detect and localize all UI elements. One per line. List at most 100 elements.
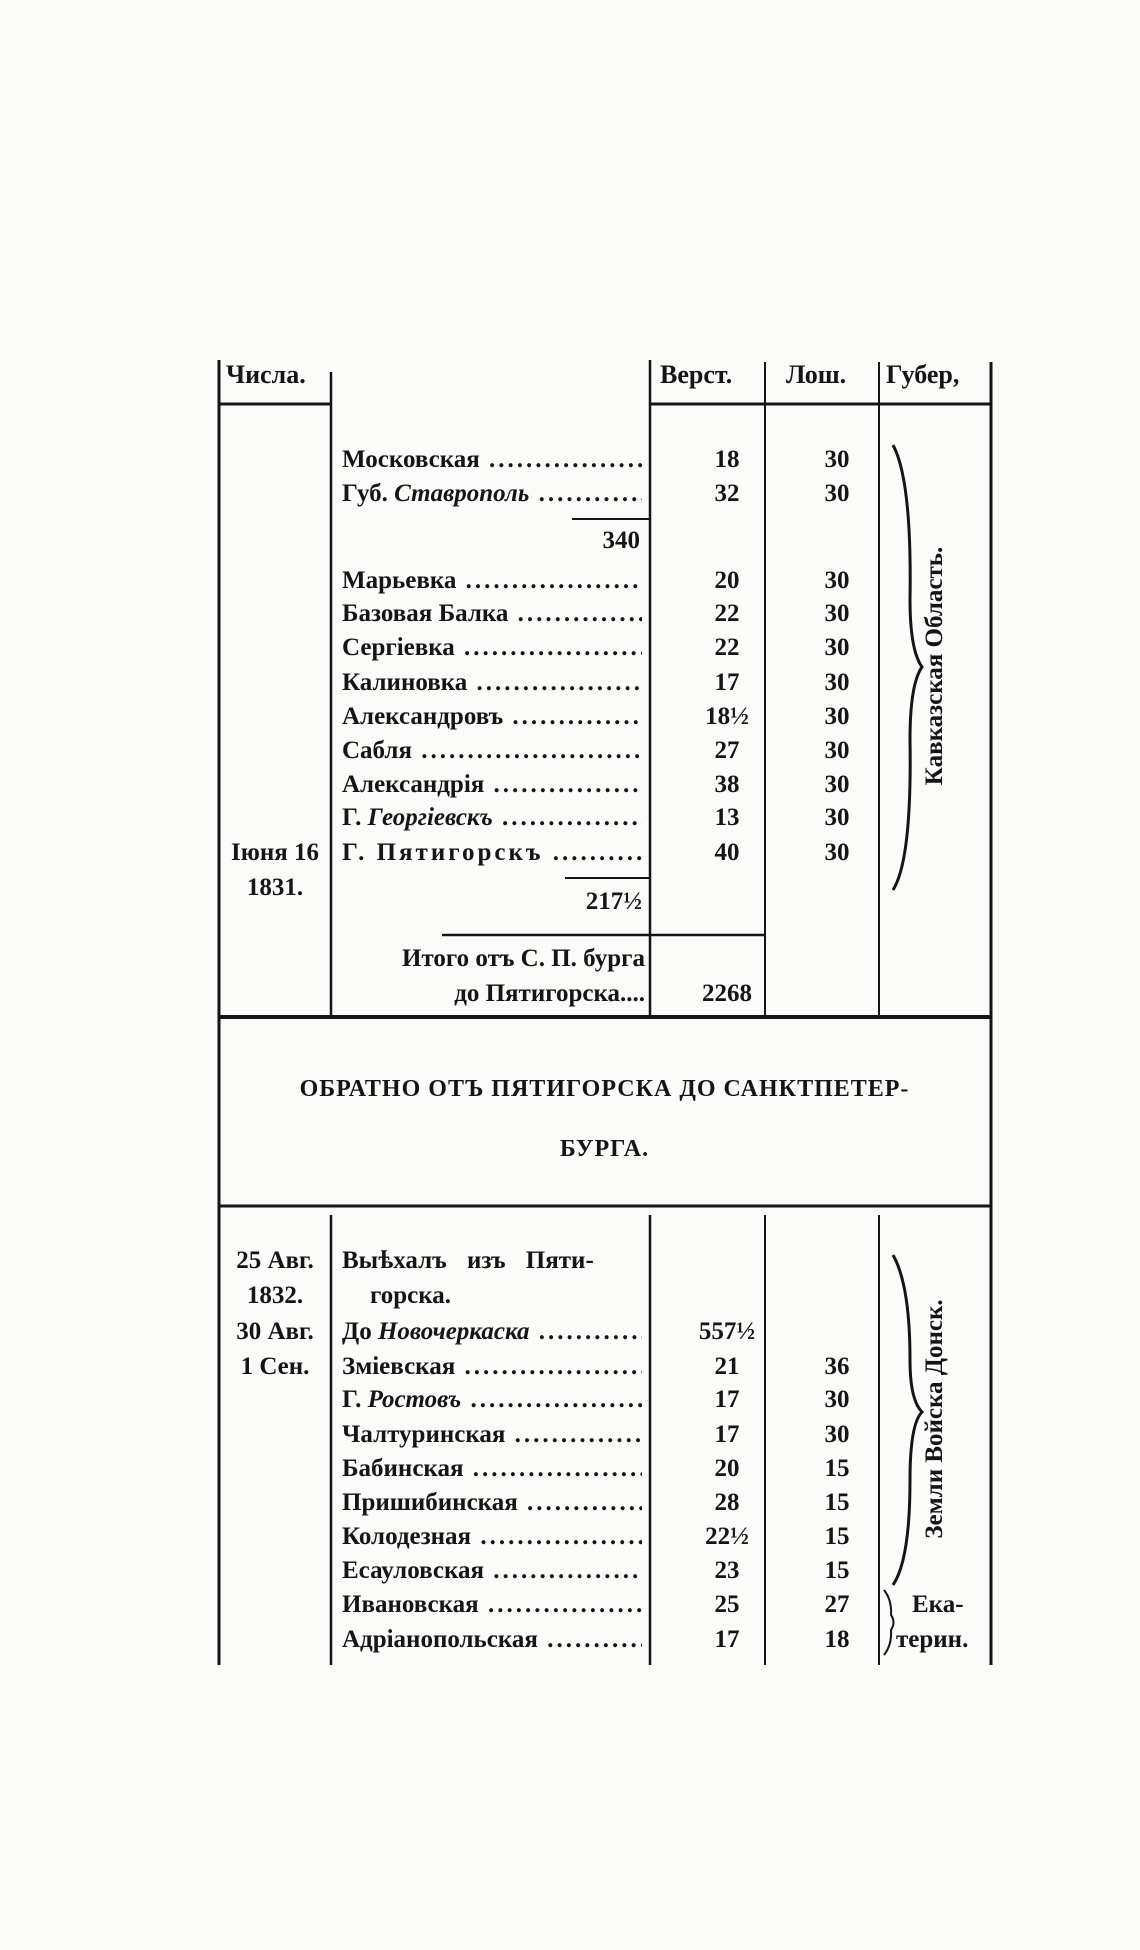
horses-value: 15 <box>824 1523 850 1550</box>
versts-value: 22 <box>714 634 740 661</box>
versts-value: 20 <box>714 567 740 594</box>
leader-dots: .................................. <box>514 1421 642 1448</box>
station-name: До Новочеркаска ........................… <box>342 1317 642 1347</box>
versts-value: 23 <box>714 1557 740 1584</box>
leader-dots: .................................. <box>465 567 642 594</box>
date-aug30: 30 Авг. <box>236 1318 314 1345</box>
station-name-italic: Новочеркаска <box>377 1318 530 1345</box>
versts-value: 38 <box>714 771 740 798</box>
leader-dots: .................................. <box>547 1626 642 1653</box>
total-versts: 2268 <box>702 980 752 1007</box>
horses-value: 30 <box>824 804 850 831</box>
return-heading-line1: ОБРАТНО ОТЪ ПЯТИГОРСКА ДО САНКТПЕТЕР- <box>299 1076 910 1102</box>
header-horses: Лош. <box>786 360 847 389</box>
horses-value: 30 <box>824 839 850 866</box>
station-name: Калиновка ..............................… <box>342 668 642 698</box>
leader-dots: .................................. <box>526 1489 642 1516</box>
station-name-text: Г. <box>342 804 368 831</box>
station-name: Ивановская .............................… <box>342 1590 642 1620</box>
station-name: Г. Ростовъ .............................… <box>342 1385 642 1415</box>
leader-dots: .................................. <box>470 1386 642 1413</box>
station-name-text: Московская <box>342 446 480 473</box>
station-name-text: Калиновка <box>342 669 468 696</box>
province-kavkaz: Кавказская Область. <box>921 546 948 786</box>
horses-value: 30 <box>824 737 850 764</box>
subtotal-340: 340 <box>602 527 641 554</box>
station-name: Есауловская ............................… <box>342 1556 642 1586</box>
station-name: Адріанопольская ........................… <box>342 1625 642 1655</box>
leader-dots: .................................. <box>472 1455 642 1482</box>
versts-value: 22 <box>714 600 740 627</box>
station-name-text: Есауловская <box>342 1557 485 1584</box>
versts-value: 40 <box>714 839 740 866</box>
brace-don <box>891 1254 925 1586</box>
leader-dots: .................................. <box>480 1523 642 1550</box>
horses-value: 30 <box>824 1421 850 1448</box>
station-name-text: Марьевка <box>342 567 457 594</box>
station-name-text: Губ. <box>342 480 395 507</box>
versts-value: 22½ <box>705 1523 749 1550</box>
station-name: Базовая Балка ..........................… <box>342 599 642 629</box>
province-don: Земли Войска Донск. <box>921 1299 948 1539</box>
province-ekaterin-1: Ека- <box>912 1591 964 1618</box>
station-name-text: Г. <box>342 1386 368 1413</box>
station-name: Г. Пятигорскъ ..........................… <box>342 838 642 868</box>
station-name-italic: Георгіевскъ <box>367 804 493 831</box>
departure-line2: горска. <box>370 1282 452 1309</box>
horses-value: 30 <box>824 634 850 661</box>
versts-value: 32 <box>714 480 740 507</box>
horses-value: 30 <box>824 771 850 798</box>
leader-dots: .................................. <box>493 1557 642 1584</box>
station-name-text: Пришибинская <box>342 1489 518 1516</box>
leader-dots: .................................. <box>464 634 642 661</box>
leader-dots: .................................. <box>512 703 642 730</box>
versts-value: 17 <box>714 1421 740 1448</box>
leader-dots: .................................. <box>464 1353 642 1380</box>
leader-dots: .................................. <box>489 446 642 473</box>
province-ekaterin-2: терин. <box>896 1626 969 1653</box>
versts-value: 27 <box>714 737 740 764</box>
horses-value: 30 <box>824 600 850 627</box>
versts-value: 18 <box>714 446 740 473</box>
station-name-text: Александровъ <box>342 703 504 730</box>
station-name: Сергіевка ..............................… <box>342 633 642 663</box>
horses-value: 18 <box>824 1626 850 1653</box>
station-name: Марьевка ...............................… <box>342 566 642 596</box>
station-name-text: Зміевская <box>342 1353 456 1380</box>
departure-line1: Выѣхалъ изъ Пяти- <box>342 1247 594 1274</box>
station-name: Московская .............................… <box>342 445 642 475</box>
leader-dots: .................................. <box>552 839 642 866</box>
station-name-italic: Ставрополь <box>394 480 530 507</box>
versts-value: 13 <box>714 804 740 831</box>
station-name-text: Адріанопольская <box>342 1626 538 1653</box>
horses-value: 30 <box>824 480 850 507</box>
station-name-text: Бабинская <box>342 1455 464 1482</box>
leader-dots: .................................. <box>517 600 642 627</box>
versts-value: 28 <box>714 1489 740 1516</box>
station-name: Зміевская ..............................… <box>342 1352 642 1382</box>
horses-value: 15 <box>824 1489 850 1516</box>
station-name: Г. Георгіевскъ .........................… <box>342 803 642 833</box>
leader-dots: .................................. <box>538 480 642 507</box>
leader-dots: .................................. <box>502 804 642 831</box>
versts-value: 17 <box>714 1386 740 1413</box>
versts-value: 21 <box>714 1353 740 1380</box>
date-1831: 1831. <box>246 874 304 901</box>
station-name-text: Колодезная <box>342 1523 472 1550</box>
total-line2: до Пятигорска.... <box>454 980 645 1007</box>
versts-value: 17 <box>714 1626 740 1653</box>
horses-value: 30 <box>824 446 850 473</box>
versts-value: 557½ <box>698 1318 756 1345</box>
horses-value: 30 <box>824 1386 850 1413</box>
leader-dots: .................................. <box>493 771 642 798</box>
versts-value: 20 <box>714 1455 740 1482</box>
versts-value: 17 <box>714 669 740 696</box>
leader-dots: .................................. <box>538 1318 642 1345</box>
leader-dots: .................................. <box>421 737 642 764</box>
station-name-text: Чалтуринская <box>342 1421 506 1448</box>
station-name-text: Г. Пятигорскъ <box>342 839 544 866</box>
date-1832: 1832. <box>246 1282 304 1309</box>
header-dates: Числа. <box>226 360 306 389</box>
horses-value: 36 <box>824 1353 850 1380</box>
